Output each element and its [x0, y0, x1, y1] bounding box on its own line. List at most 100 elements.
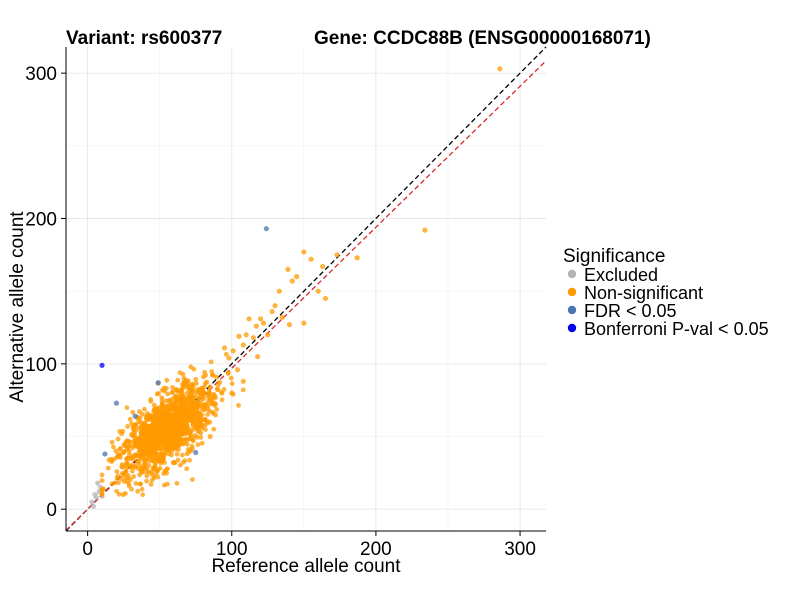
legend-entry-label: Excluded [584, 265, 658, 285]
point-non-significant [165, 391, 171, 397]
point-non-significant [191, 426, 197, 432]
point-non-significant [240, 378, 246, 384]
point-non-significant [166, 446, 172, 451]
point-non-significant [146, 462, 152, 468]
point-non-significant [195, 387, 201, 392]
legend: Significance ExcludedNon-significantFDR … [563, 246, 769, 339]
point-non-significant [184, 441, 190, 447]
point-non-significant [152, 456, 158, 462]
point-non-significant [127, 416, 133, 422]
point-non-significant [161, 452, 167, 458]
point-non-significant [160, 446, 165, 452]
chart-title-gene: Gene: CCDC88B (ENSG00000168071) [314, 28, 651, 49]
point-non-significant [189, 403, 195, 409]
point-non-significant [202, 369, 208, 375]
point-non-significant [158, 442, 164, 448]
point-non-significant [117, 429, 123, 434]
point-non-significant [131, 438, 137, 444]
point-non-significant [130, 433, 136, 439]
point-non-significant [173, 439, 179, 445]
point-non-significant [125, 424, 130, 429]
point-non-significant [114, 469, 120, 474]
point-fdr-0-05 [263, 226, 269, 232]
point-non-significant [193, 403, 198, 409]
legend-key [567, 305, 577, 315]
point-non-significant [141, 456, 147, 461]
point-non-significant [181, 430, 187, 436]
point-non-significant [230, 348, 236, 354]
point-non-significant [99, 472, 105, 478]
point-non-significant [166, 415, 172, 421]
point-non-significant [99, 487, 105, 492]
point-non-significant [211, 393, 218, 399]
point-non-significant [210, 372, 216, 378]
point-non-significant [129, 486, 134, 492]
point-non-significant [354, 255, 360, 261]
point-non-significant [276, 288, 282, 294]
point-non-significant [181, 405, 187, 411]
point-non-significant [130, 462, 135, 468]
point-non-significant [204, 421, 210, 426]
point-non-significant [207, 384, 213, 390]
point-non-significant [165, 466, 170, 472]
point-non-significant [110, 458, 115, 463]
point-excluded [95, 480, 101, 486]
point-non-significant [225, 371, 231, 376]
point-non-significant [497, 66, 503, 72]
point-non-significant [129, 421, 134, 426]
point-non-significant [179, 452, 185, 458]
point-non-significant [170, 414, 175, 419]
point-fdr-0-05 [132, 413, 138, 419]
point-non-significant [154, 470, 160, 476]
point-non-significant [185, 404, 191, 410]
point-non-significant [162, 415, 168, 420]
point-bonferroni-p-val-0-05 [99, 362, 105, 368]
point-non-significant [240, 342, 246, 348]
point-non-significant [142, 406, 147, 412]
y-tick-label: 0 [46, 500, 57, 521]
point-non-significant [211, 426, 217, 432]
point-non-significant [172, 445, 178, 450]
point-non-significant [133, 481, 139, 486]
point-non-significant [134, 444, 140, 450]
point-non-significant [190, 477, 195, 482]
point-non-significant [201, 406, 207, 412]
point-non-significant [178, 440, 184, 445]
y-axis-label: Alternative allele count [7, 211, 28, 403]
point-non-significant [187, 417, 193, 423]
point-non-significant [173, 409, 179, 415]
point-non-significant [201, 402, 207, 408]
point-non-significant [120, 450, 126, 456]
point-non-significant [182, 417, 188, 423]
point-non-significant [155, 409, 161, 415]
point-non-significant [193, 376, 199, 382]
point-non-significant [123, 474, 129, 480]
point-non-significant [253, 323, 259, 329]
point-non-significant [163, 423, 169, 429]
point-non-significant [187, 435, 193, 441]
y-tick-label: 100 [25, 355, 57, 376]
point-non-significant [135, 460, 141, 465]
point-non-significant [111, 444, 116, 450]
point-non-significant [301, 249, 307, 255]
point-non-significant [165, 430, 171, 436]
point-non-significant [124, 405, 130, 411]
point-non-significant [177, 427, 183, 432]
point-non-significant [126, 452, 132, 458]
point-non-significant [184, 422, 190, 428]
point-non-significant [142, 425, 148, 431]
point-non-significant [156, 391, 161, 396]
point-non-significant [187, 457, 193, 463]
point-non-significant [148, 481, 154, 487]
legend-key [567, 323, 577, 333]
point-non-significant [144, 417, 150, 423]
point-non-significant [285, 266, 291, 272]
point-non-significant [195, 442, 201, 448]
point-non-significant [180, 459, 186, 465]
point-excluded [89, 499, 95, 505]
point-non-significant [149, 469, 155, 475]
point-non-significant [188, 364, 194, 370]
point-non-significant [173, 387, 179, 392]
legend-key [567, 287, 577, 297]
point-non-significant [140, 492, 146, 498]
